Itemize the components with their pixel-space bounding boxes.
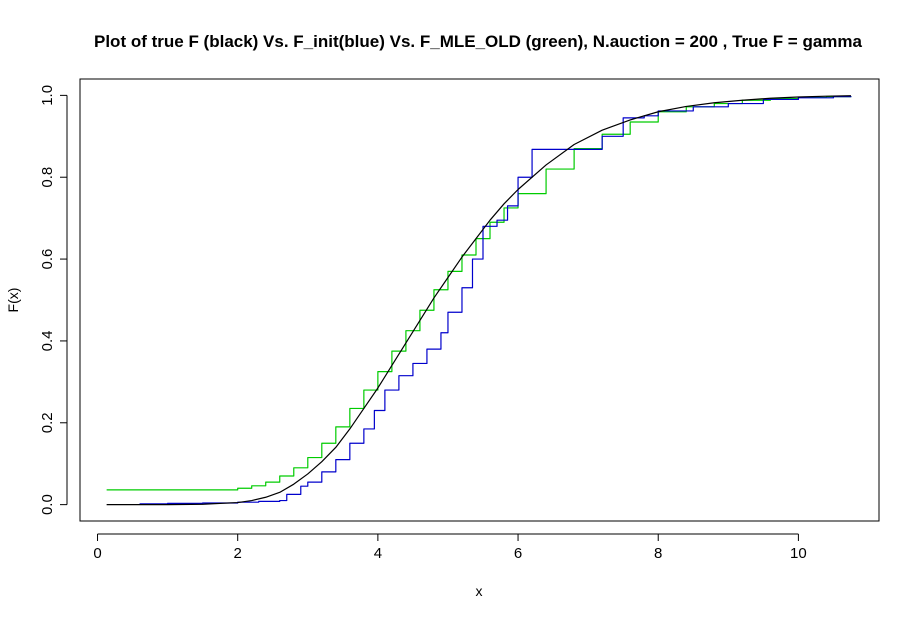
x-tick-label: 6 — [514, 545, 522, 562]
plot-frame — [79, 78, 880, 522]
y-axis-label: F(x) — [5, 288, 21, 313]
y-tick-label: 0.0 — [39, 494, 56, 515]
x-tick-label: 2 — [234, 545, 242, 562]
x-axis-label: x — [476, 583, 483, 599]
x-axis: 0 2 4 6 8 10 — [93, 533, 807, 562]
chart-title: Plot of true F (black) Vs. F_init(blue) … — [94, 32, 863, 51]
y-tick-label: 0.2 — [39, 412, 56, 433]
y-tick-label: 0.6 — [39, 249, 56, 270]
series-line-f-init — [139, 96, 852, 505]
y-tick-label: 1.0 — [39, 85, 56, 106]
y-axis: 0.0 0.2 0.4 0.6 0.8 1.0 — [39, 85, 68, 515]
y-tick-label: 0.4 — [39, 330, 56, 351]
series-line-f-mle-old — [106, 96, 852, 491]
x-tick-label: 0 — [93, 545, 101, 562]
series-line-true-f — [106, 95, 851, 506]
series-layer — [106, 95, 852, 506]
x-tick-label: 10 — [790, 545, 807, 562]
y-tick-label: 0.8 — [39, 167, 56, 188]
x-tick-label: 4 — [374, 545, 382, 562]
x-tick-label: 8 — [654, 545, 662, 562]
